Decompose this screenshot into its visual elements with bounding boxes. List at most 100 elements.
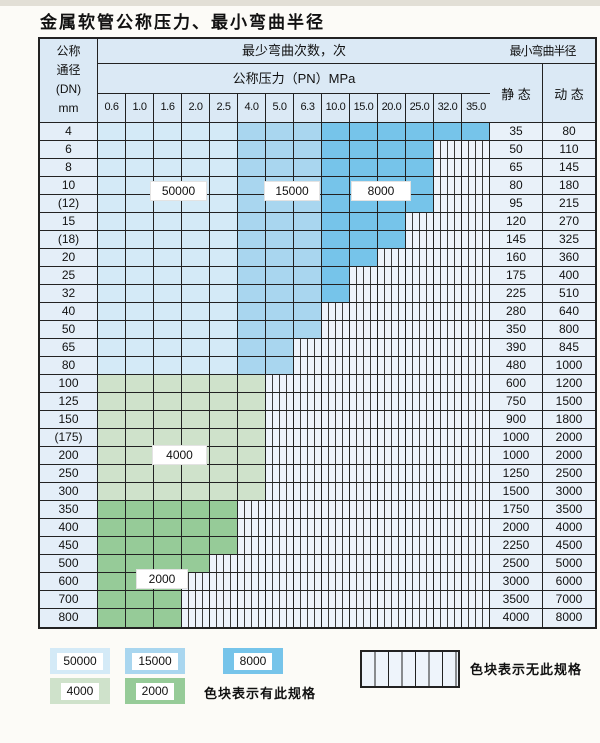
dynamic-radius-cell: 2000	[543, 429, 595, 446]
spec-cell	[294, 249, 322, 266]
no-spec-hatch-cell	[406, 429, 434, 446]
no-spec-hatch-cell	[378, 393, 406, 410]
no-spec-hatch-swatch	[360, 650, 460, 688]
spec-cell	[126, 321, 154, 338]
spec-cell	[210, 393, 238, 410]
spec-cell	[182, 213, 210, 230]
spec-cell	[210, 321, 238, 338]
spec-cell	[126, 339, 154, 356]
no-spec-hatch-cell	[238, 591, 266, 608]
no-spec-hatch-cell	[378, 411, 406, 428]
spec-cell	[266, 213, 294, 230]
spec-cell	[294, 213, 322, 230]
no-spec-hatch-cell	[462, 177, 490, 194]
pressure-column-header: 20.0	[378, 94, 406, 122]
spec-cell	[210, 429, 238, 446]
no-spec-hatch-cell	[406, 393, 434, 410]
nominal-pressure-header: 公称压力（PN）MPa	[98, 64, 490, 94]
no-spec-hatch-cell	[322, 375, 350, 392]
spec-table: 公称 通径 (DN) mm 最少弯曲次数，次 公称压力（PN）MPa 0.6 1.…	[38, 37, 597, 629]
dynamic-radius-cell: 110	[543, 141, 595, 158]
spec-cell	[378, 123, 406, 140]
static-radius-cell: 120	[490, 213, 543, 230]
static-dynamic-row: 静 态 动 态	[490, 64, 595, 122]
no-spec-hatch-cell	[350, 339, 378, 356]
spec-cell	[182, 321, 210, 338]
spec-cell	[126, 159, 154, 176]
spec-cell	[238, 447, 266, 464]
dynamic-radius-cell: 215	[543, 195, 595, 212]
spec-cell	[266, 231, 294, 248]
spec-cell	[322, 177, 350, 194]
no-spec-hatch-cell	[434, 465, 462, 482]
no-spec-hatch-cell	[378, 483, 406, 500]
static-radius-cell: 225	[490, 285, 543, 302]
spec-cell	[154, 339, 182, 356]
no-spec-hatch-cell	[434, 231, 462, 248]
no-spec-hatch-cell	[294, 339, 322, 356]
no-spec-hatch-cell	[378, 537, 406, 554]
spec-cell	[462, 123, 490, 140]
no-spec-hatch-cell	[406, 375, 434, 392]
spec-cell	[294, 303, 322, 320]
no-spec-hatch-cell	[406, 555, 434, 572]
table-row: 6 50 110	[40, 141, 595, 159]
no-spec-hatch-cell	[462, 267, 490, 284]
spec-cell	[238, 357, 266, 374]
static-radius-cell: 600	[490, 375, 543, 392]
spec-cell	[322, 249, 350, 266]
table-row: 25 175 400	[40, 267, 595, 285]
no-spec-hatch-cell	[434, 321, 462, 338]
zone-value-label: 15000	[264, 181, 320, 201]
no-spec-hatch-cell	[322, 339, 350, 356]
no-spec-hatch-cell	[378, 465, 406, 482]
no-spec-hatch-cell	[406, 231, 434, 248]
spec-cell	[126, 213, 154, 230]
no-spec-hatch-cell	[350, 591, 378, 608]
spec-cell	[154, 609, 182, 627]
dn-cell: 80	[40, 357, 98, 374]
spec-cell	[154, 519, 182, 536]
no-spec-hatch-cell	[350, 465, 378, 482]
spec-cell	[182, 465, 210, 482]
no-spec-hatch-cell	[182, 573, 210, 590]
dynamic-radius-cell: 325	[543, 231, 595, 248]
table-row: 500 2500 5000	[40, 555, 595, 573]
spec-cell	[154, 537, 182, 554]
no-spec-hatch-cell	[322, 393, 350, 410]
spec-cell	[98, 303, 126, 320]
spec-cell	[322, 141, 350, 158]
pressure-column-header: 15.0	[350, 94, 378, 122]
no-spec-hatch-cell	[406, 519, 434, 536]
static-radius-cell: 175	[490, 267, 543, 284]
table-row: 300 1500 3000	[40, 483, 595, 501]
has-spec-note: 色块表示有此规格	[204, 686, 317, 701]
static-radius-cell: 390	[490, 339, 543, 356]
spec-cell	[210, 411, 238, 428]
spec-cell	[182, 159, 210, 176]
no-spec-hatch-cell	[462, 357, 490, 374]
no-spec-hatch-cell	[350, 267, 378, 284]
spec-cell	[294, 141, 322, 158]
spec-cell	[126, 447, 154, 464]
dn-cell: 200	[40, 447, 98, 464]
spec-cell	[182, 537, 210, 554]
no-spec-hatch-cell	[462, 429, 490, 446]
spec-cell	[210, 303, 238, 320]
spec-cell	[98, 411, 126, 428]
no-spec-hatch-cell	[434, 267, 462, 284]
spec-cell	[210, 537, 238, 554]
no-spec-hatch-cell	[406, 411, 434, 428]
spec-cell	[182, 141, 210, 158]
no-spec-hatch-cell	[406, 483, 434, 500]
no-spec-hatch-cell	[462, 195, 490, 212]
dynamic-radius-cell: 845	[543, 339, 595, 356]
pressure-column-header: 2.5	[210, 94, 238, 122]
no-spec-hatch-cell	[294, 375, 322, 392]
no-spec-hatch-cell	[434, 141, 462, 158]
pressure-columns-row: 0.6 1.0 1.6 2.0 2.5 4.0 5.0 6.3 10.0 15.0 20.0 25.0…	[98, 94, 490, 122]
dn-cell: 350	[40, 501, 98, 518]
spec-cell	[98, 123, 126, 140]
no-spec-hatch-cell	[294, 411, 322, 428]
spec-cell	[98, 141, 126, 158]
